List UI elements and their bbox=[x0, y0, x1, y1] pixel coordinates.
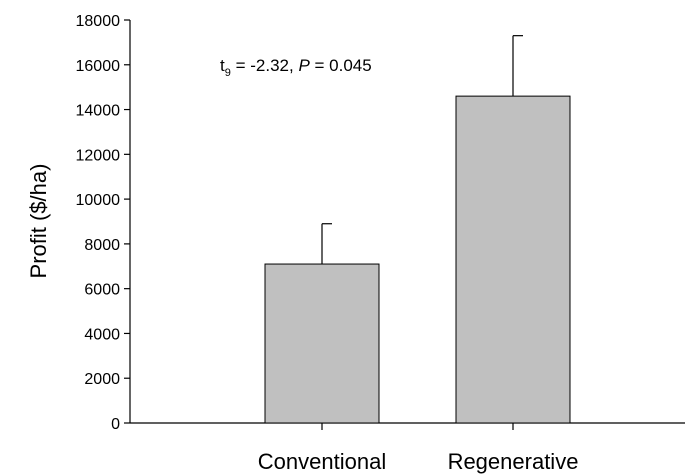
error-bars bbox=[321, 35, 523, 265]
bar-conventional bbox=[264, 263, 380, 424]
y-tick-label: 4000 bbox=[84, 326, 120, 343]
x-axis: Conventional Regenerative bbox=[130, 422, 685, 474]
y-tick-label: 14000 bbox=[76, 103, 121, 120]
stat-annotation: t9 = -2.32, P = 0.045 bbox=[220, 56, 372, 79]
stat-p-value: = 0.045 bbox=[310, 56, 372, 75]
stat-t-value: = -2.32, bbox=[231, 56, 299, 75]
stat-t-symbol: t bbox=[220, 56, 225, 75]
y-axis: 0 2000 4000 6000 8000 10000 12000 14000 16000 180… bbox=[76, 13, 131, 433]
y-tick-label: 12000 bbox=[76, 147, 121, 164]
y-tick-label: 10000 bbox=[76, 192, 121, 209]
stat-p-symbol: P bbox=[298, 56, 310, 75]
y-tick-label: 6000 bbox=[84, 282, 120, 299]
y-tick-label: 0 bbox=[111, 416, 120, 433]
y-tick-label: 16000 bbox=[76, 58, 121, 75]
y-axis-title: Profit ($/ha) bbox=[26, 164, 51, 279]
bar-regenerative bbox=[455, 95, 571, 424]
y-tick-label: 8000 bbox=[84, 237, 120, 254]
bars bbox=[264, 95, 571, 424]
y-tick-label: 18000 bbox=[76, 13, 121, 30]
x-tick-label: Conventional bbox=[258, 449, 386, 474]
stat-df: 9 bbox=[225, 67, 231, 79]
x-tick-label: Regenerative bbox=[448, 449, 579, 474]
y-tick-label: 2000 bbox=[84, 371, 120, 388]
